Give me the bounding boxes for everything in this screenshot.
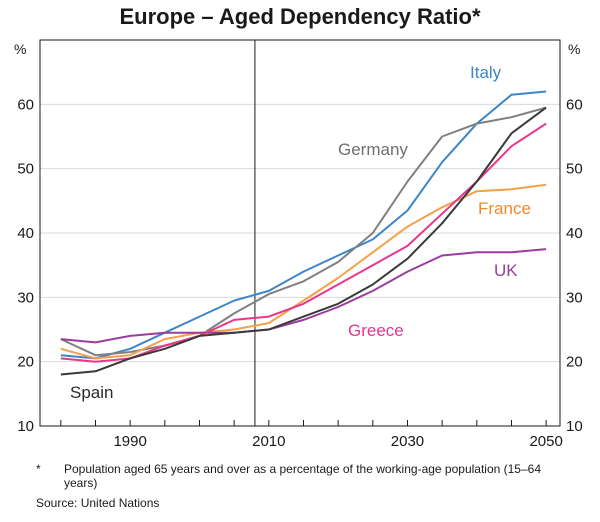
series-line-spain (60, 106, 547, 376)
series-label-spain: Spain (70, 383, 113, 402)
x-tick-label-2050: 2050 (529, 433, 562, 450)
y-tick-right-20: 20 (566, 354, 583, 371)
chart-title: Europe – Aged Dependency Ratio* (119, 4, 481, 29)
grid-lines (40, 103, 560, 363)
y-tick-right-30: 30 (566, 289, 583, 306)
y-unit-right: % (568, 41, 580, 57)
series-line-uk (60, 248, 547, 344)
y-tick-right-40: 40 (566, 225, 583, 242)
y-tick-left-50: 50 (17, 161, 34, 178)
x-tick-label-1990: 1990 (113, 433, 146, 450)
y-tick-left-30: 30 (17, 289, 34, 306)
y-tick-right-60: 60 (566, 96, 583, 113)
series-label-uk: UK (494, 261, 518, 280)
y-tick-right-10: 10 (566, 418, 583, 435)
source-note: Source: United Nations (36, 496, 160, 510)
series-label-italy: Italy (470, 63, 502, 82)
plot-frame (39, 39, 561, 427)
y-tick-left-60: 60 (17, 96, 34, 113)
series-label-greece: Greece (348, 321, 404, 340)
series-line-greece (60, 122, 547, 363)
y-tick-left-40: 40 (17, 225, 34, 242)
y-tick-right-50: 50 (566, 161, 583, 178)
series-label-france: France (478, 199, 531, 218)
y-tick-left-10: 10 (17, 418, 34, 435)
footnote-text: Population aged 65 years and over as a p… (64, 462, 542, 490)
series-label-germany: Germany (338, 140, 408, 159)
series-line-italy (60, 90, 547, 360)
series-lines (60, 90, 547, 376)
series-labels: Italy Germany France UK Greece Spain (70, 63, 531, 402)
x-tick-label-2010: 2010 (252, 433, 285, 450)
y-unit-left: % (14, 41, 26, 57)
footnote-marker: * (36, 462, 41, 476)
y-tick-left-20: 20 (17, 354, 34, 371)
series-line-germany (60, 106, 547, 357)
x-tick-label-2030: 2030 (391, 433, 424, 450)
